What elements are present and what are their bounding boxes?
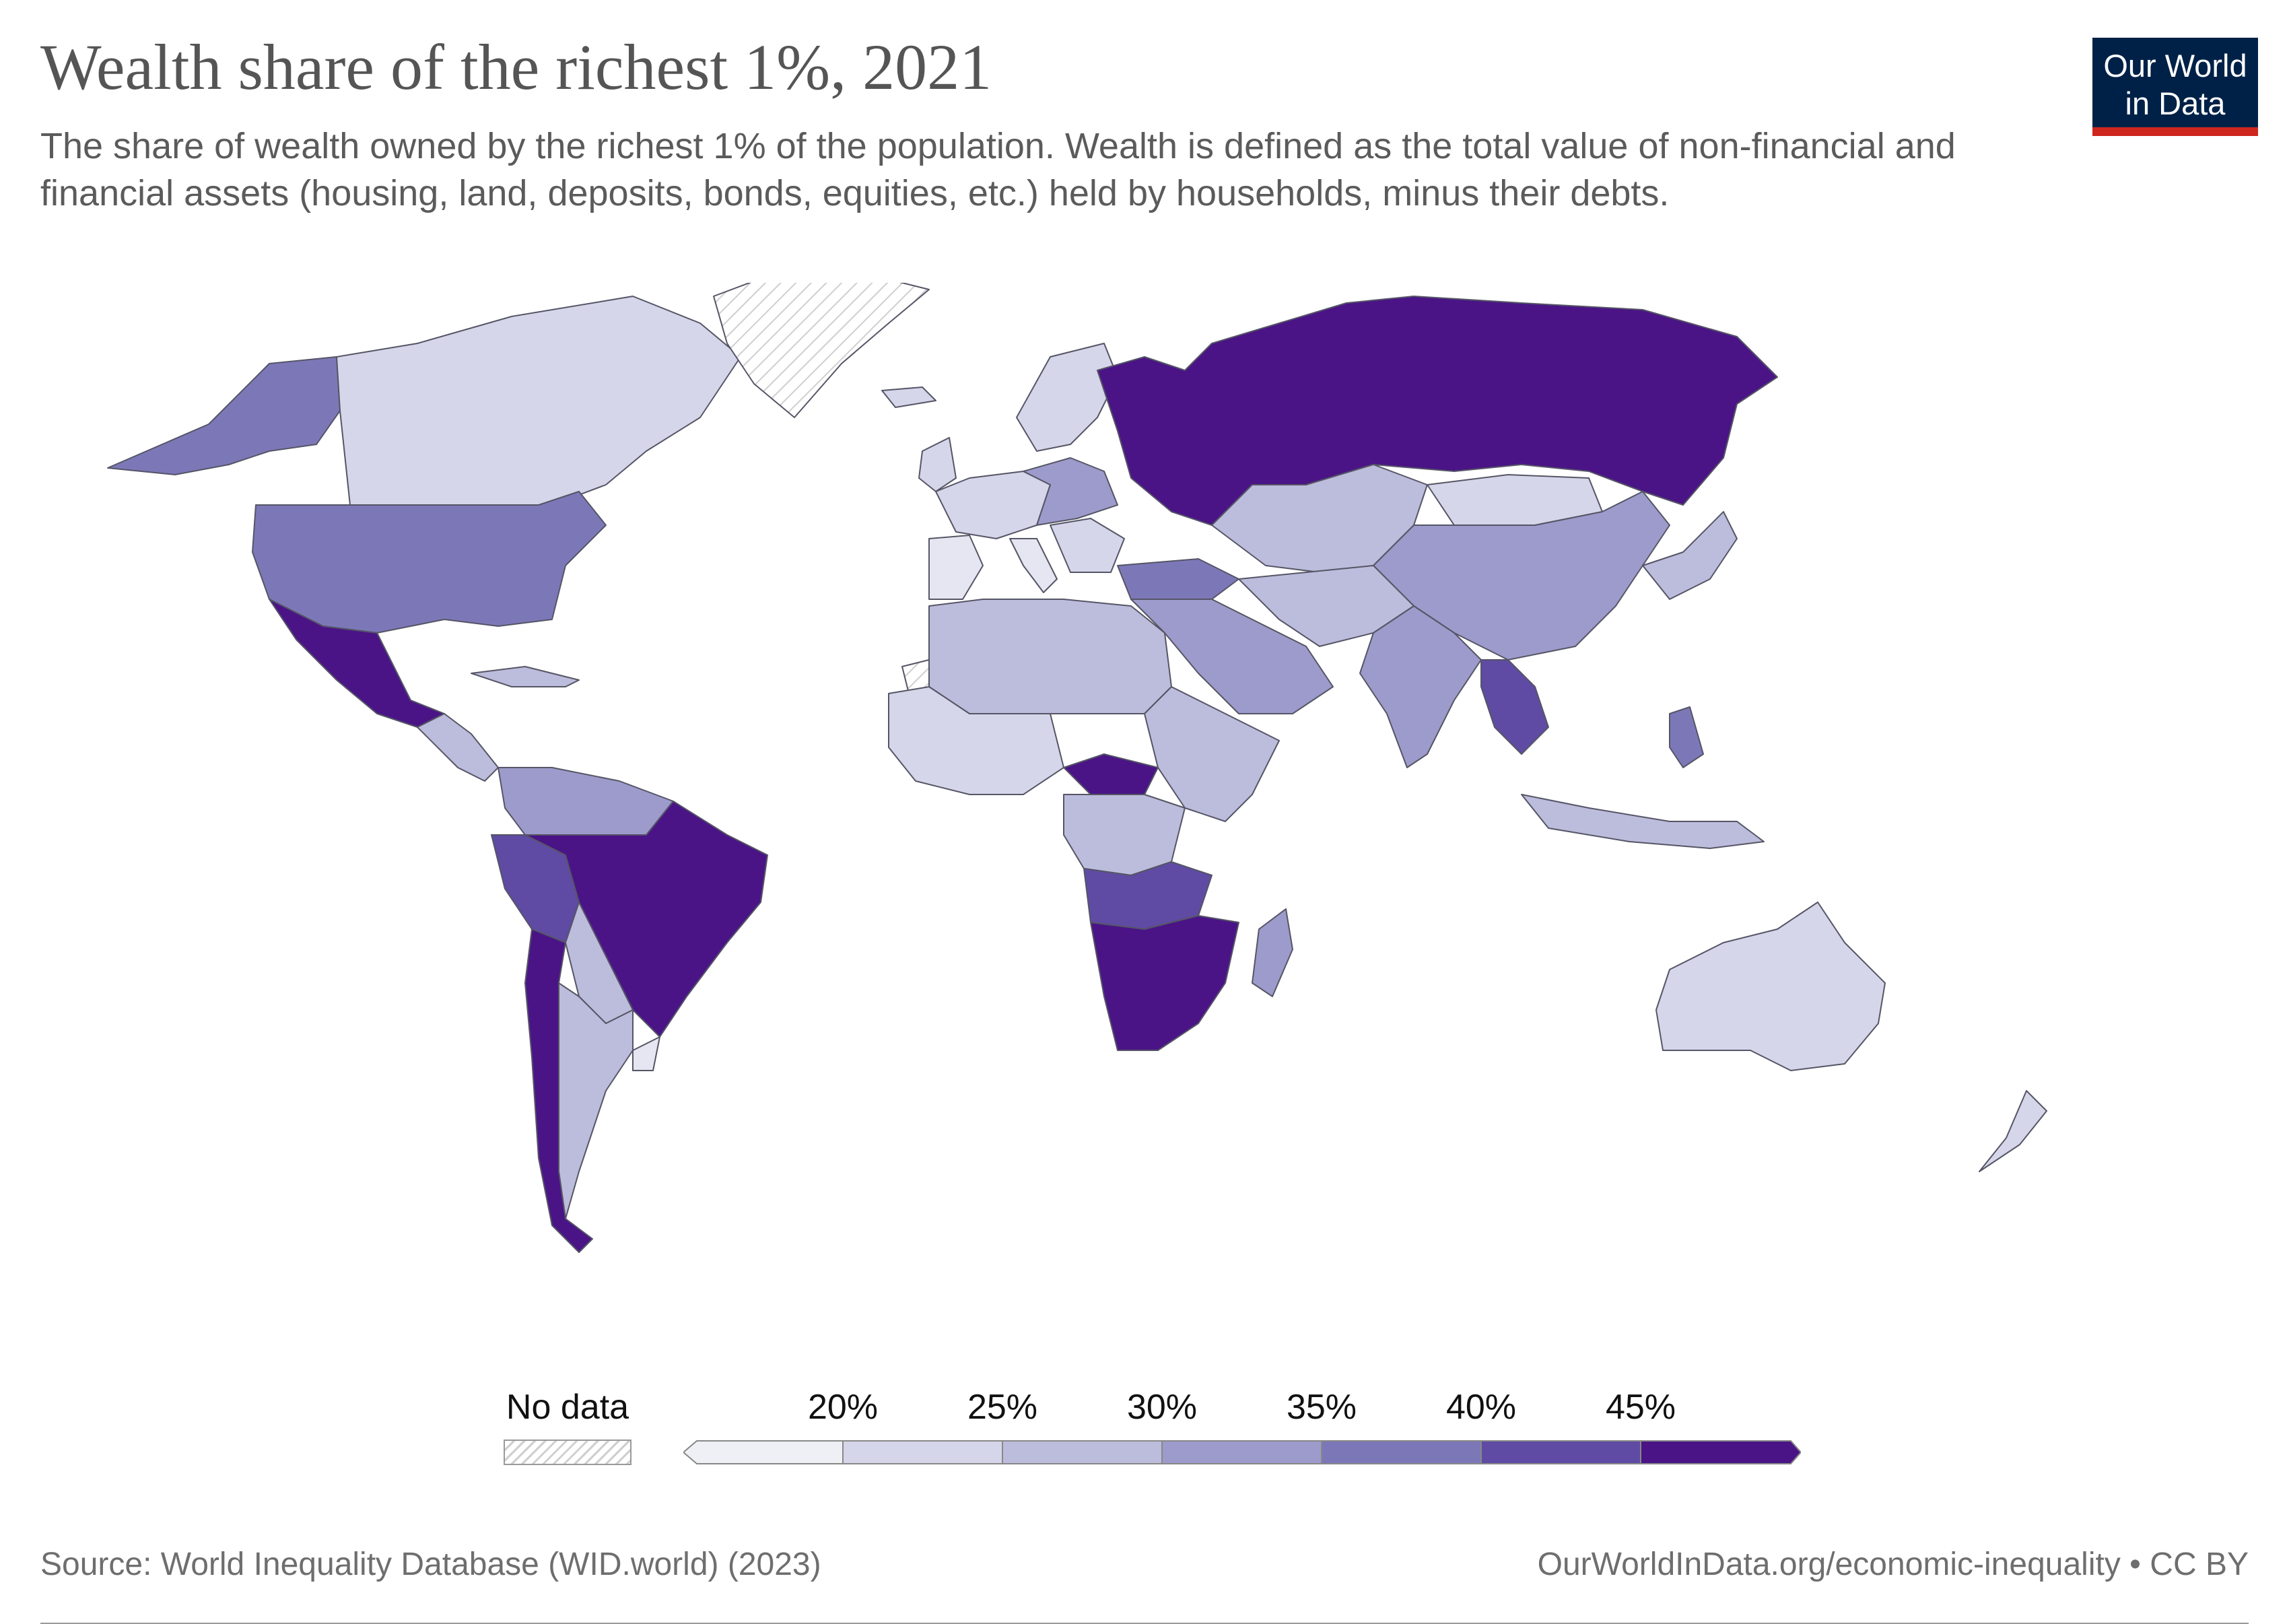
- region-korea-japan: [1642, 511, 1738, 600]
- legend-tick-30: 30%: [1126, 1388, 1198, 1427]
- region-east-africa: [1144, 686, 1280, 822]
- legend-bin-3[interactable]: [1002, 1440, 1163, 1464]
- region-uk: [918, 437, 957, 492]
- logo-line-2: in Data: [2125, 86, 2226, 121]
- region-balkans: [1050, 518, 1125, 573]
- region-australia: [1655, 902, 1886, 1071]
- legend-tick-35: 35%: [1286, 1388, 1357, 1427]
- legend-color-bar: [683, 1440, 1801, 1464]
- legend-bin-7[interactable]: [1640, 1440, 1801, 1464]
- legend-no-data-label: No data: [506, 1388, 629, 1427]
- region-chile: [524, 928, 593, 1253]
- region-philippines: [1669, 706, 1704, 768]
- region-colombia-venezuela: [498, 767, 674, 836]
- world-map[interactable]: [94, 283, 2195, 1293]
- region-middle-east: [1130, 599, 1334, 714]
- region-north-africa: [928, 599, 1172, 714]
- region-scandinavia: [1016, 343, 1118, 452]
- legend-bin-1[interactable]: [683, 1440, 844, 1464]
- legend-bin-2[interactable]: [842, 1440, 1003, 1464]
- region-usa: [252, 491, 607, 634]
- logo-line-1: Our World: [2103, 48, 2247, 83]
- legend-tick-45: 45%: [1605, 1388, 1676, 1427]
- region-kazakhstan-central-asia: [1211, 464, 1428, 573]
- legend-tick-25: 25%: [967, 1388, 1038, 1427]
- region-india: [1359, 605, 1482, 768]
- region-turkey: [1117, 558, 1239, 600]
- region-madagascar: [1252, 908, 1293, 997]
- region-greenland: [713, 283, 930, 418]
- region-central-america: [417, 713, 499, 782]
- logo-accent-bar: [2092, 127, 2258, 136]
- region-canada: [336, 296, 741, 506]
- region-argentina: [558, 982, 634, 1219]
- region-central-africa: [1063, 753, 1159, 795]
- region-china: [1373, 491, 1670, 661]
- region-western-europe: [935, 471, 1051, 539]
- region-indonesia: [1521, 794, 1765, 849]
- owid-logo[interactable]: Our World in Data: [2092, 38, 2258, 136]
- region-southern-africa: [1090, 915, 1239, 1051]
- region-southeast-asia: [1480, 659, 1549, 755]
- chart-subtitle: The share of wealth owned by the richest…: [40, 126, 1956, 213]
- region-uruguay: [632, 1036, 660, 1071]
- source-note: Source: World Inequality Database (WID.w…: [40, 1547, 821, 1582]
- legend-tick-40: 40%: [1445, 1388, 1517, 1427]
- region-new-zealand: [1979, 1090, 2047, 1172]
- region-alaska: [107, 356, 341, 475]
- region-caribbean: [471, 666, 580, 687]
- region-west-africa: [888, 686, 1064, 795]
- credit-link[interactable]: OurWorldInData.org/economic-inequality •…: [1537, 1547, 2249, 1582]
- legend-bin-4[interactable]: [1161, 1440, 1322, 1464]
- chart-title: Wealth share of the richest 1%, 2021: [40, 31, 992, 103]
- region-central-europe: [1023, 457, 1118, 526]
- legend-tick-20: 20%: [807, 1388, 879, 1427]
- region-iberia: [928, 535, 984, 600]
- legend-bin-5[interactable]: [1321, 1440, 1482, 1464]
- legend-no-data-swatch[interactable]: [504, 1440, 631, 1465]
- region-iceland: [881, 386, 936, 408]
- region-italy: [1009, 538, 1058, 593]
- legend-bin-6[interactable]: [1480, 1440, 1641, 1464]
